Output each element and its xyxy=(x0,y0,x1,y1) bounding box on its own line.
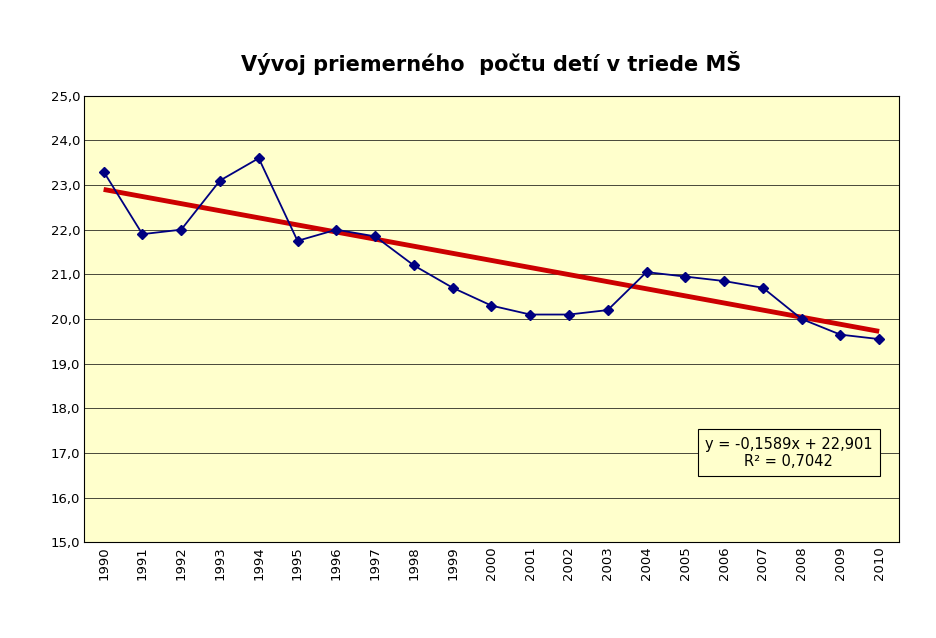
Text: y = -0,1589x + 22,901
R² = 0,7042: y = -0,1589x + 22,901 R² = 0,7042 xyxy=(705,437,872,469)
Title: Vývoj priemerného  počtu detí v triede MŠ: Vývoj priemerného počtu detí v triede MŠ xyxy=(241,50,741,75)
